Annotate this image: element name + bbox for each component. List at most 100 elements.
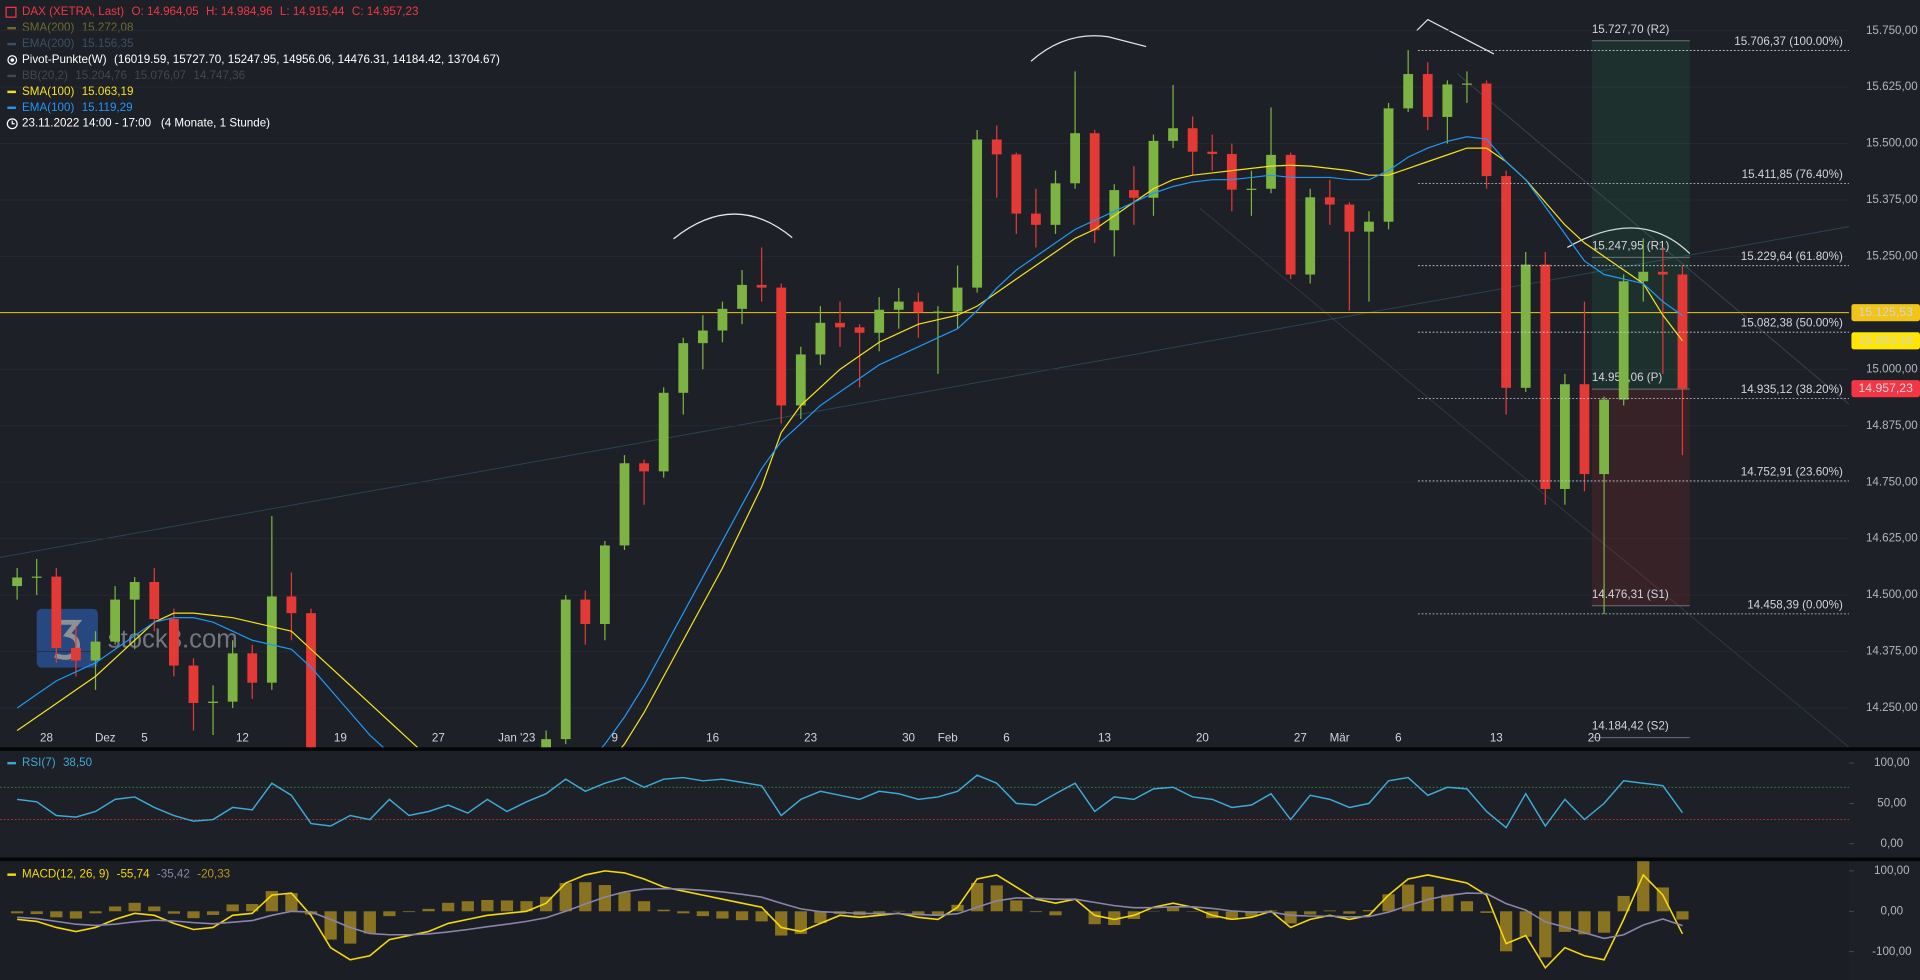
- histogram-bar: [1656, 887, 1669, 912]
- histogram-bar: [579, 882, 592, 912]
- histogram-bar: [1166, 907, 1180, 912]
- candle-body: [541, 739, 552, 748]
- candle-body: [972, 139, 983, 288]
- candle-body: [1677, 274, 1688, 389]
- histogram-bar: [148, 906, 161, 912]
- candle-body: [815, 322, 826, 355]
- histogram-bar: [128, 902, 141, 912]
- candle-body: [600, 545, 610, 624]
- candle-body: [1324, 197, 1335, 205]
- histogram-bar: [167, 911, 180, 914]
- y-tick-label: 15.500,00: [1866, 137, 1918, 150]
- fib-label: 15.229,64 (61.80%): [1741, 250, 1843, 263]
- candle-body: [1618, 281, 1629, 400]
- candle-body: [1344, 204, 1355, 232]
- candle-body: [149, 581, 160, 620]
- price-badge: [1851, 304, 1920, 322]
- legend-line: 23.11.2022 14:00 - 17:00 (4 Monate, 1 Stu…: [22, 117, 270, 130]
- histogram-bar: [265, 891, 278, 912]
- candle-body: [71, 647, 81, 661]
- legend-line: EMA(100) 15.119,29: [22, 101, 133, 114]
- y-tick-label: 15.625,00: [1866, 80, 1918, 93]
- candle-body: [874, 309, 885, 333]
- candle-body: [1050, 183, 1061, 225]
- price-badge-label: 15.063,19: [1859, 333, 1914, 347]
- arc-drawing: [1030, 35, 1147, 62]
- candle-body: [286, 596, 297, 614]
- legend-line: MACD(12, 26, 9) -55,74 -35,42 -20,33: [22, 868, 230, 881]
- candle-body: [1070, 133, 1080, 184]
- histogram-bar: [402, 911, 416, 913]
- y-tick-label: -100,00: [1872, 945, 1912, 958]
- legend-text: 14.747,36: [193, 69, 245, 82]
- histogram-bar: [246, 904, 259, 912]
- histogram-bar: [11, 911, 24, 914]
- candle-body: [697, 330, 708, 344]
- candle-body: [51, 576, 62, 648]
- candle-body: [1481, 83, 1492, 177]
- y-tick-label: 14.875,00: [1866, 419, 1918, 432]
- histogram-bar: [1029, 911, 1043, 913]
- histogram-bar: [50, 911, 63, 918]
- candle-body: [835, 322, 845, 328]
- histogram-bar: [931, 911, 945, 916]
- histogram-bar: [1676, 911, 1689, 920]
- candle-body: [1364, 221, 1374, 232]
- fib-label: 15.411,85 (76.40%): [1742, 168, 1843, 181]
- candle-body: [227, 653, 238, 702]
- x-tick-label: 12: [236, 732, 249, 745]
- legend-text: 15.076,07: [134, 69, 186, 82]
- candle-body: [1246, 188, 1257, 190]
- legend-text: -35,42: [157, 868, 190, 881]
- candle-body: [756, 284, 767, 288]
- clock-icon: [6, 118, 18, 130]
- histogram-bar: [1225, 911, 1238, 920]
- candle-body: [1031, 213, 1041, 225]
- legend-text: 15.119,29: [82, 101, 133, 114]
- legend-text: C: 14.957,23: [352, 5, 419, 18]
- y-tick-label: 15.000,00: [1866, 362, 1918, 375]
- legend-text: DAX (XETRA, Last): [22, 5, 124, 18]
- arc-drawing: [673, 213, 793, 240]
- candle-body: [110, 599, 120, 642]
- candle-body: [1657, 271, 1668, 275]
- candle-body: [776, 287, 787, 406]
- y-tick-label: 14.500,00: [1866, 588, 1918, 601]
- x-tick-label: 13: [1098, 732, 1111, 745]
- histogram-bar: [559, 883, 572, 912]
- candle-body: [208, 701, 218, 704]
- candle-body: [1011, 154, 1022, 214]
- histogram-bar: [912, 911, 925, 915]
- x-tick-label: 16: [706, 732, 719, 745]
- histogram-bar: [383, 911, 396, 917]
- histogram-bar: [1441, 894, 1454, 912]
- candle-body: [247, 653, 258, 683]
- histogram-bar: [637, 901, 651, 912]
- macd-plot: [11, 861, 1689, 970]
- histogram-bar: [30, 911, 43, 915]
- x-tick-label: Feb: [938, 732, 958, 745]
- candle-body: [560, 599, 571, 740]
- legend-text: MACD(12, 26, 9): [22, 868, 109, 881]
- legend-text: SMA(200): [22, 21, 74, 34]
- legend-icons: [5, 6, 18, 876]
- candle-body: [1128, 190, 1139, 198]
- histogram-bar: [1597, 911, 1611, 933]
- histogram-bar: [500, 900, 514, 912]
- rsi-plot: [0, 774, 1849, 829]
- candle-body: [795, 354, 806, 406]
- price-badge: [1851, 380, 1920, 398]
- arc-drawing: [1567, 227, 1691, 255]
- legend-text: 38,50: [63, 756, 93, 769]
- trend-line: [1199, 207, 1849, 748]
- candle-body: [129, 581, 140, 600]
- legend-text: RSI(7): [22, 756, 56, 769]
- histogram-bar: [1049, 911, 1062, 916]
- candle-body: [1187, 128, 1198, 152]
- x-tick-label: 27: [432, 732, 445, 745]
- histogram-bar: [206, 911, 220, 915]
- legend-line: BB(20,2) 15.204,76 15.076,07 14.747,36: [22, 69, 245, 82]
- candle-body: [933, 311, 943, 313]
- candle-body: [1148, 140, 1159, 198]
